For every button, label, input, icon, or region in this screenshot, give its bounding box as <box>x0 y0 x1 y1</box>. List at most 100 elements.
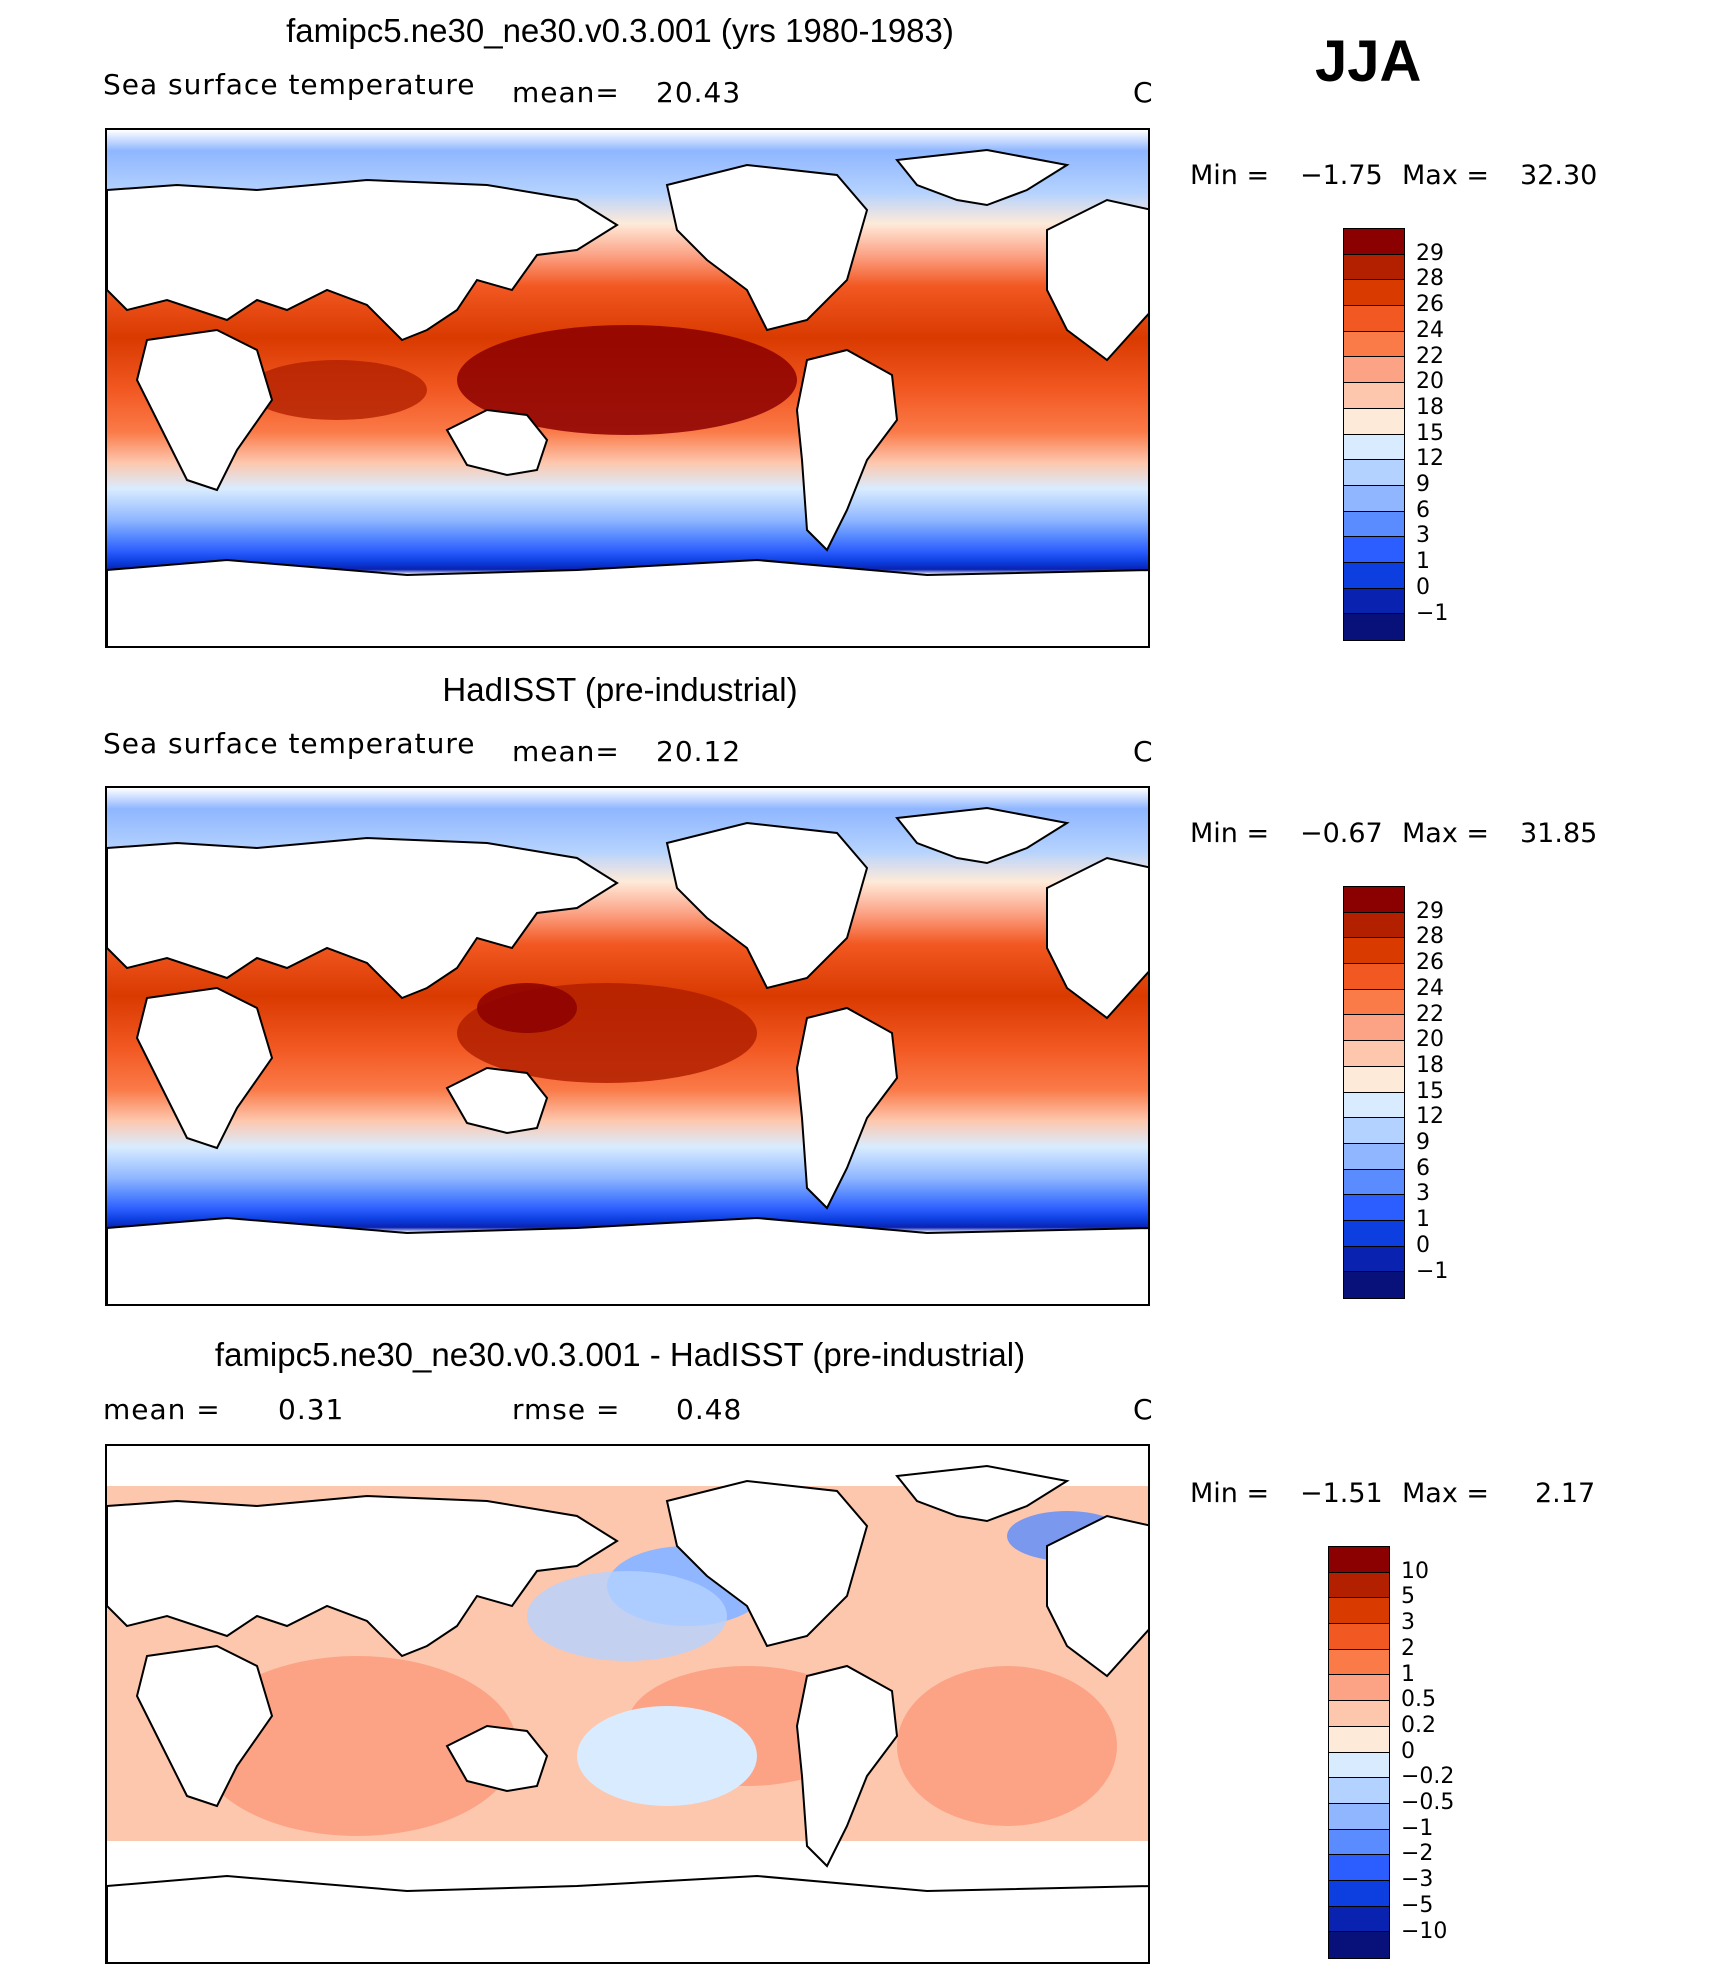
colorbar-swatch <box>1344 1220 1404 1247</box>
colorbar-swatch <box>1344 614 1404 640</box>
colorbar-swatch <box>1329 1547 1389 1573</box>
colorbar-swatch <box>1344 964 1404 990</box>
colorbar-tick-label: 9 <box>1416 1130 1430 1155</box>
panel3-min-label: Min = <box>1190 1478 1270 1509</box>
colorbar-swatch <box>1329 1598 1389 1625</box>
colorbar-tick-label: 10 <box>1401 1558 1429 1584</box>
colorbar-tick-label: 0 <box>1416 1232 1430 1258</box>
colorbar-swatch <box>1344 229 1404 255</box>
colorbar-tick-label: 12 <box>1416 446 1444 472</box>
colorbar-tick-label: 0.2 <box>1401 1712 1436 1738</box>
colorbar-tick-label: 26 <box>1416 950 1444 976</box>
colorbar-tick-label: 26 <box>1416 292 1444 318</box>
colorbar-tick-label: 18 <box>1416 1052 1444 1078</box>
colorbar-tick-label: 6 <box>1416 1155 1430 1181</box>
panel3-land <box>107 1464 1148 1962</box>
panel1-variable-label: Sea surface temperature <box>103 68 476 101</box>
panel3-map <box>105 1444 1150 1964</box>
panel2-variable-label: Sea surface temperature <box>103 727 476 760</box>
colorbar-tick-label: 28 <box>1416 924 1444 950</box>
panel3-rmse-value: 0.48 <box>676 1393 743 1426</box>
panel2-min-value: −0.67 <box>1300 818 1383 849</box>
colorbar-tick-label: 24 <box>1416 317 1444 343</box>
colorbar-tick-label: −1 <box>1416 1258 1449 1284</box>
colorbar-swatch <box>1329 1624 1389 1650</box>
panel1-map <box>105 128 1150 648</box>
panel2-units: C <box>1133 735 1154 768</box>
colorbar-tick-label: 6 <box>1416 497 1430 523</box>
colorbar-swatch <box>1344 1118 1404 1144</box>
colorbar-swatch <box>1344 1143 1404 1170</box>
panel2-max-value: 31.85 <box>1520 818 1598 849</box>
colorbar-swatch <box>1344 912 1404 939</box>
season-label: JJA <box>1315 29 1422 94</box>
colorbar-swatch <box>1344 562 1404 589</box>
panel3-indian-warm <box>197 1656 517 1836</box>
colorbar-swatch <box>1344 1092 1404 1119</box>
colorbar-tick-label: −0.5 <box>1401 1790 1455 1815</box>
panel2-map <box>105 786 1150 1306</box>
panel3-min-value: −1.51 <box>1300 1478 1383 1509</box>
colorbar-swatch <box>1344 1169 1404 1196</box>
colorbar-tick-label: 18 <box>1416 394 1444 420</box>
colorbar-swatch <box>1329 1752 1389 1779</box>
panel2-map-svg <box>107 788 1148 1304</box>
colorbar-swatch <box>1344 485 1404 512</box>
colorbar-swatch <box>1344 434 1404 461</box>
colorbar-tick-label: 9 <box>1416 472 1430 497</box>
colorbar-swatch <box>1329 1572 1389 1599</box>
colorbar-swatch <box>1344 357 1404 384</box>
colorbar-tick-label: 12 <box>1416 1104 1444 1130</box>
panel2-colorbar <box>1343 886 1405 1299</box>
colorbar-swatch <box>1344 511 1404 538</box>
panel3-title: famipc5.ne30_ne30.v0.3.001 - HadISST (pr… <box>214 1336 1026 1373</box>
panel3-npacific-cool-outer <box>527 1571 727 1661</box>
panel1-indian-warm <box>247 360 427 420</box>
panel2-max-label: Max = <box>1402 818 1490 849</box>
panel1-max-label: Max = <box>1402 160 1490 191</box>
colorbar-tick-label: 3 <box>1401 1610 1415 1636</box>
colorbar-tick-label: 20 <box>1416 1027 1444 1053</box>
panel3-colorbar <box>1328 1546 1390 1959</box>
colorbar-swatch <box>1344 1272 1404 1298</box>
colorbar-tick-label: −0.2 <box>1401 1764 1455 1790</box>
colorbar-swatch <box>1329 1701 1389 1727</box>
colorbar-swatch <box>1329 1880 1389 1907</box>
colorbar-tick-label: −5 <box>1401 1892 1434 1918</box>
colorbar-swatch <box>1329 1726 1389 1753</box>
panel2-min-label: Min = <box>1190 818 1270 849</box>
panel1-min-value: −1.75 <box>1300 160 1383 191</box>
colorbar-swatch <box>1344 254 1404 281</box>
colorbar-tick-label: 5 <box>1401 1584 1415 1610</box>
panel1-max-value: 32.30 <box>1520 160 1598 191</box>
panel2-mean-label: mean= <box>512 735 620 768</box>
colorbar-swatch <box>1329 1829 1389 1856</box>
colorbar-tick-label: −10 <box>1401 1918 1448 1944</box>
colorbar-swatch <box>1329 1803 1389 1830</box>
panel3-max-value: 2.17 <box>1535 1478 1596 1509</box>
colorbar-swatch <box>1344 537 1404 563</box>
panel3-units: C <box>1133 1393 1154 1426</box>
colorbar-tick-label: 22 <box>1416 1001 1444 1027</box>
colorbar-swatch <box>1344 887 1404 913</box>
colorbar-tick-label: 1 <box>1416 549 1430 575</box>
colorbar-tick-label: 1 <box>1416 1207 1430 1233</box>
colorbar-swatch <box>1344 1246 1404 1273</box>
colorbar-swatch <box>1344 938 1404 965</box>
panel1-mean-label: mean= <box>512 76 620 109</box>
colorbar-swatch <box>1344 1066 1404 1093</box>
colorbar-tick-label: 0 <box>1401 1738 1415 1764</box>
colorbar-tick-label: 3 <box>1416 523 1430 549</box>
colorbar-swatch <box>1344 408 1404 435</box>
colorbar-swatch <box>1329 1778 1389 1804</box>
colorbar-swatch <box>1329 1932 1389 1958</box>
panel3-mean-label: mean = <box>103 1393 221 1426</box>
panel2-title: HadISST (pre-industrial) <box>442 671 798 708</box>
panel1-min-label: Min = <box>1190 160 1270 191</box>
panel1-mean-value: 20.43 <box>656 76 742 109</box>
colorbar-tick-label: 28 <box>1416 266 1444 292</box>
panel3-atlantic-warm <box>897 1666 1117 1826</box>
panel2-mean-value: 20.12 <box>656 735 742 768</box>
colorbar-tick-label: 22 <box>1416 343 1444 369</box>
panel3-mean-value: 0.31 <box>278 1393 345 1426</box>
